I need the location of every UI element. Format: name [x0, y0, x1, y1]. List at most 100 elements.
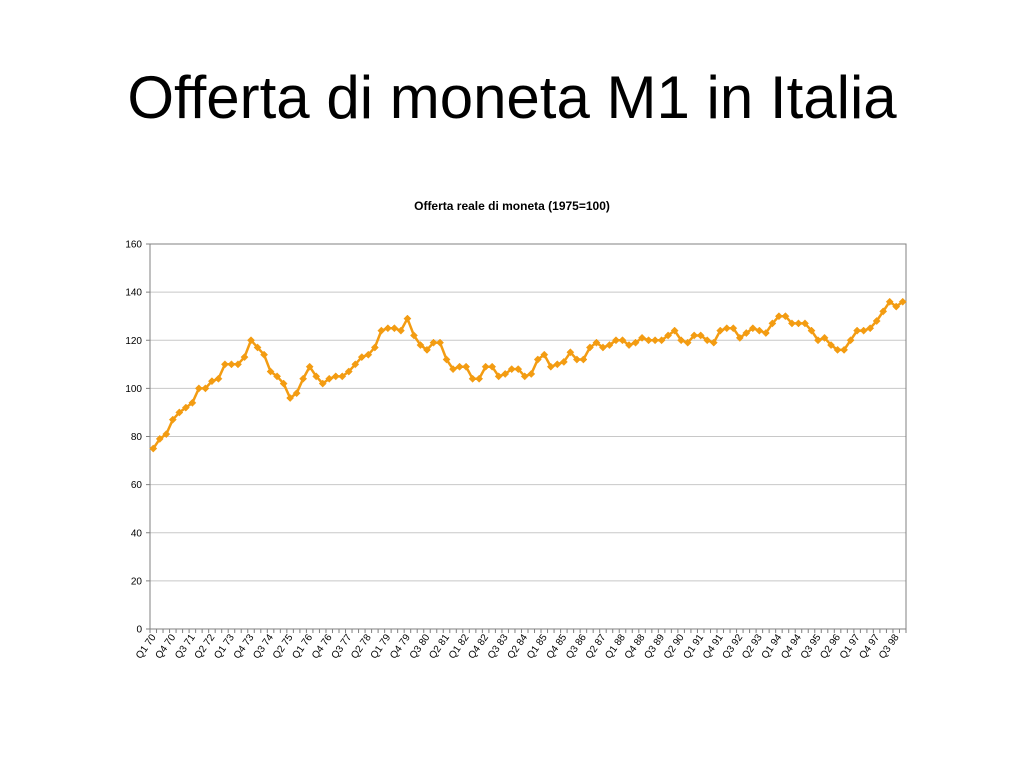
data-point [807, 326, 816, 335]
data-point [885, 297, 894, 306]
y-tick-label: 40 [131, 528, 143, 539]
data-point [566, 348, 575, 357]
data-point [260, 350, 269, 359]
data-point [436, 338, 444, 347]
data-point [462, 362, 471, 371]
data-point [468, 374, 477, 383]
data-point [690, 331, 699, 340]
data-point [879, 307, 888, 316]
data-point [644, 336, 653, 345]
data-point [149, 444, 158, 453]
data-point [559, 357, 568, 366]
data-point [742, 329, 751, 337]
data-point [846, 336, 855, 345]
data-point [416, 341, 425, 350]
data-point [605, 341, 614, 350]
data-point [383, 324, 392, 333]
data-point [787, 319, 796, 328]
data-point [801, 319, 809, 328]
grid-lines [150, 243, 906, 582]
data-point [546, 362, 555, 371]
data-point [188, 398, 197, 407]
data-point [527, 369, 536, 378]
data-point [325, 374, 334, 383]
data-point [292, 389, 301, 398]
data-point [240, 353, 249, 362]
data-point [638, 333, 647, 342]
y-tick-label: 0 [136, 625, 142, 636]
data-point [390, 324, 399, 333]
data-point [162, 430, 171, 439]
data-point [286, 394, 295, 402]
data-point [618, 336, 627, 345]
data-point [214, 374, 223, 383]
data-point [761, 329, 770, 337]
data-point [364, 350, 373, 359]
data-point [220, 360, 229, 369]
data-point [175, 408, 184, 417]
data-point [748, 324, 757, 333]
data-point [755, 326, 764, 335]
data-point [533, 355, 542, 364]
data-point [703, 336, 712, 345]
data-point [501, 369, 510, 378]
data-point [273, 372, 282, 381]
data-point [866, 324, 875, 333]
data-point [651, 336, 660, 345]
data-point [664, 331, 673, 340]
data-point [481, 362, 490, 371]
data-point [872, 317, 881, 325]
data-point [670, 326, 679, 335]
x-ticks [149, 629, 907, 633]
data-point [234, 360, 242, 369]
data-point [572, 355, 581, 364]
data-point [455, 362, 464, 371]
x-tick-label: Q3 98 [877, 632, 902, 661]
y-tick-label: 100 [125, 384, 142, 395]
data-point [827, 341, 836, 350]
data-point [331, 372, 340, 381]
data-point [168, 415, 177, 424]
data-point [377, 326, 386, 335]
data-point [781, 312, 790, 321]
data-point [409, 331, 418, 340]
data-point [442, 355, 451, 364]
data-point [429, 338, 438, 347]
data-point [768, 319, 777, 328]
data-point [540, 350, 549, 359]
data-point [898, 297, 907, 306]
data-point [612, 336, 620, 345]
data-point [709, 338, 718, 347]
data-point [735, 333, 744, 342]
data-point [449, 365, 458, 374]
data-point [716, 326, 725, 335]
data-point [253, 343, 262, 352]
data-point [475, 374, 484, 383]
data-point [494, 372, 503, 381]
data-point [396, 326, 405, 335]
data-point [794, 319, 803, 328]
data-point [357, 353, 366, 362]
y-tick-label: 60 [131, 480, 143, 491]
y-tick-label: 160 [125, 240, 142, 251]
data-point [657, 336, 666, 345]
data-point [820, 333, 829, 342]
data-point [683, 338, 692, 347]
data-point [201, 384, 210, 393]
data-point [312, 372, 321, 381]
data-point [318, 379, 327, 388]
y-tick-label: 140 [125, 288, 142, 299]
data-point [305, 362, 314, 371]
data-point [631, 338, 640, 347]
data-point [859, 326, 868, 335]
data-series [149, 297, 907, 453]
data-point [520, 372, 529, 381]
data-point [833, 345, 842, 354]
data-point [344, 367, 353, 376]
data-point [181, 403, 190, 412]
data-point [729, 324, 738, 333]
